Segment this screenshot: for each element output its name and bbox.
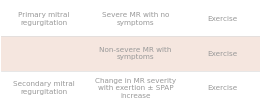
Text: Severe MR with no
symptoms: Severe MR with no symptoms <box>102 12 169 25</box>
FancyBboxPatch shape <box>1 36 260 71</box>
Text: Exercise: Exercise <box>207 51 237 56</box>
Text: Secondary mitral
regurgitation: Secondary mitral regurgitation <box>13 82 75 95</box>
Text: Primary mitral
regurgitation: Primary mitral regurgitation <box>18 12 70 25</box>
FancyBboxPatch shape <box>1 1 260 36</box>
Text: Exercise: Exercise <box>207 85 237 91</box>
Text: Non-severe MR with
symptoms: Non-severe MR with symptoms <box>99 47 172 60</box>
Text: Exercise: Exercise <box>207 16 237 22</box>
FancyBboxPatch shape <box>1 71 260 106</box>
Text: Change in MR severity
with exertion ± SPAP
increase: Change in MR severity with exertion ± SP… <box>95 78 176 99</box>
